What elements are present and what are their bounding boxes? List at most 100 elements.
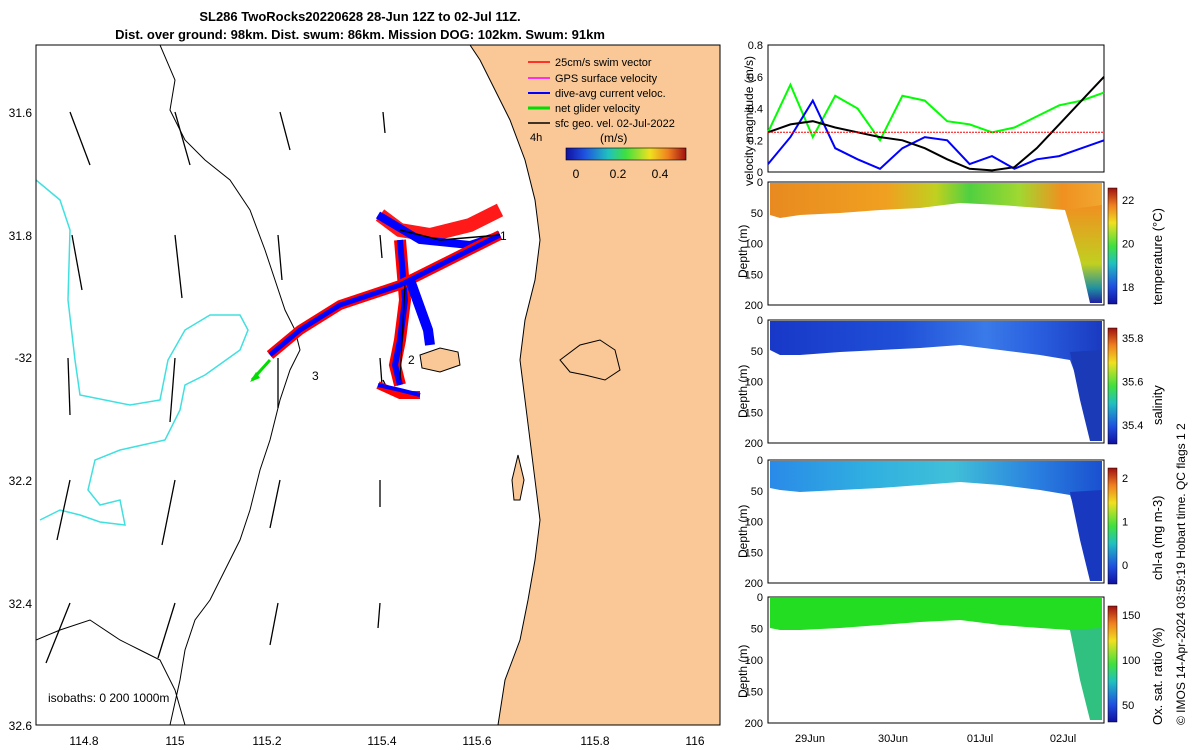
isobath-200m	[159, 45, 301, 725]
section-1-ctick-1: 35.6	[1122, 377, 1143, 389]
section-3-ytick-1: 50	[751, 624, 763, 636]
svg-text:0: 0	[573, 167, 580, 181]
chart-title-line2: Dist. over ground: 98km. Dist. swum: 86k…	[115, 27, 605, 42]
velocity-series-2	[767, 76, 1105, 172]
oxygen-depth-label: Depth (m)	[736, 644, 750, 698]
temperature-panel	[767, 181, 1118, 306]
track-marker-1: 1	[500, 229, 507, 243]
oxygen-panel	[767, 596, 1118, 724]
svg-text:29Jun: 29Jun	[795, 733, 825, 745]
velocity-series-0	[767, 82, 1105, 143]
section-2-ytick-1: 50	[751, 486, 763, 498]
svg-text:115: 115	[165, 734, 184, 748]
svg-text:115.2: 115.2	[252, 734, 281, 748]
map-colorbar	[565, 147, 687, 161]
velocity-series	[767, 76, 1105, 172]
section-2-ytick-3: 150	[745, 547, 763, 559]
section-3-ctick-1: 100	[1122, 655, 1140, 667]
svg-text:114.8: 114.8	[69, 734, 98, 748]
section-3-ctick-2: 150	[1122, 610, 1140, 622]
section-1-ytick-2: 100	[745, 377, 763, 389]
velocity-ytick-3: 0.6	[748, 72, 763, 84]
svg-text:30Jun: 30Jun	[878, 733, 908, 745]
legend-dive-avg: dive-avg current veloc.	[555, 88, 666, 100]
map-legend: 25cm/s swim vector GPS surface velocity …	[528, 57, 687, 181]
svg-text:32.2: 32.2	[9, 474, 33, 488]
section-0-ytick-2: 100	[745, 239, 763, 251]
section-1-ytick-3: 150	[745, 407, 763, 419]
svg-text:0.4: 0.4	[652, 167, 669, 181]
track-marker-2: 2	[408, 353, 415, 367]
map-frame	[35, 44, 721, 726]
section-3-ytick-4: 200	[745, 718, 763, 730]
credit-text: © IMOS 14-Apr-2024 03:59:19 Hobart time.…	[1174, 423, 1188, 725]
section-2-ctick-1: 1	[1122, 517, 1128, 529]
time-axis: 29Jun 30Jun 01Jul 02Jul	[795, 733, 1076, 745]
section-2-ctick-2: 2	[1122, 473, 1128, 485]
svg-text:115.6: 115.6	[462, 734, 491, 748]
oxygen-colorbar	[1107, 605, 1118, 723]
section-1-ctick-0: 35.4	[1122, 420, 1143, 432]
land-area	[469, 45, 720, 725]
chl-colorbar-label: chl-a (mg m-3)	[1150, 495, 1165, 580]
velocity-ytick-4: 0.8	[748, 40, 763, 52]
svg-text:115.8: 115.8	[580, 734, 609, 748]
section-1-ytick-0: 0	[757, 315, 763, 327]
legend-swim-vector: 25cm/s swim vector	[555, 57, 652, 69]
svg-text:115.4: 115.4	[367, 734, 396, 748]
isobath-label: isobaths: 0 200 1000m	[48, 691, 169, 705]
salinity-colorbar	[1107, 327, 1118, 445]
svg-text:31.8: 31.8	[9, 229, 33, 243]
chl-panel	[767, 459, 1118, 585]
chl-colorbar	[1107, 467, 1118, 585]
section-0-ytick-4: 200	[745, 300, 763, 312]
temperature-colorbar-label: temperature (°C)	[1150, 208, 1165, 305]
oxygen-colorbar-label: Ox. sat. ratio (%)	[1150, 627, 1165, 725]
section-0-ytick-3: 150	[745, 269, 763, 281]
chl-depth-label: Depth (m)	[736, 504, 750, 558]
isobath-0m	[36, 619, 186, 725]
salinity-depth-label: Depth (m)	[736, 364, 750, 418]
section-1-ytick-4: 200	[745, 438, 763, 450]
estuary-outline	[559, 339, 621, 381]
map-lat-ticks: 31.6 31.8 -32 32.2 32.4 32.6	[9, 106, 33, 733]
glider-track	[250, 203, 504, 399]
section-3-ytick-0: 0	[757, 592, 763, 604]
velocity-ytick-0: 0	[757, 167, 763, 179]
legend-gps-velocity: GPS surface velocity	[555, 73, 658, 85]
svg-text:31.6: 31.6	[9, 106, 33, 120]
map-panel: 1 2 3 31.6 31.8 -32 32.2 32.4 32.6 114.8…	[9, 44, 721, 748]
section-0-ctick-1: 20	[1122, 239, 1134, 251]
svg-text:116: 116	[685, 734, 704, 748]
temperature-depth-label: Depth (m)	[736, 224, 750, 278]
temperature-colorbar	[1107, 187, 1118, 305]
section-axis-ticks: 05010015020018202205010015020035.435.635…	[745, 177, 1144, 730]
section-0-ctick-0: 18	[1122, 282, 1134, 294]
track-marker-3: 3	[312, 369, 319, 383]
salinity-colorbar-label: salinity	[1150, 385, 1165, 425]
interval-label: 4h	[530, 132, 542, 144]
section-0-ytick-0: 0	[757, 177, 763, 189]
section-3-ytick-3: 150	[745, 687, 763, 699]
svg-text:01Jul: 01Jul	[967, 733, 993, 745]
section-3-ctick-0: 50	[1122, 700, 1134, 712]
oxygen-field	[770, 598, 1102, 720]
section-2-ctick-0: 0	[1122, 560, 1128, 572]
salinity-panel	[767, 319, 1118, 445]
svg-text:32.6: 32.6	[9, 719, 33, 733]
svg-text:0.2: 0.2	[610, 167, 627, 181]
chl-field	[770, 461, 1102, 581]
small-island	[511, 454, 525, 501]
section-2-ytick-4: 200	[745, 578, 763, 590]
velocity-yticks: 0 0.2 0.4 0.6 0.8	[748, 40, 763, 179]
colorbar-unit: (m/s)	[600, 131, 627, 145]
section-0-ytick-1: 50	[751, 208, 763, 220]
svg-text:32.4: 32.4	[9, 597, 33, 611]
velocity-ylabel: velocity magnitude (m/s)	[742, 55, 756, 186]
map-lon-ticks: 114.8 115 115.2 115.4 115.6 115.8 116	[69, 734, 704, 748]
isobath-1000m	[36, 179, 249, 526]
temperature-field	[770, 183, 1102, 303]
svg-text:-32: -32	[15, 351, 33, 365]
section-2-ytick-0: 0	[757, 455, 763, 467]
